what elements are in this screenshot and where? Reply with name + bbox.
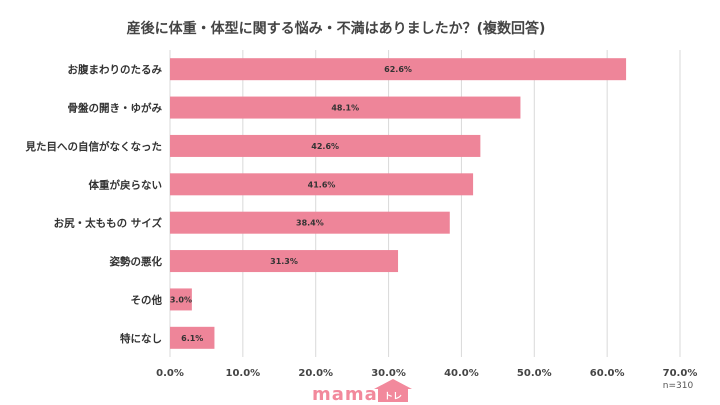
bar bbox=[170, 96, 521, 119]
data-label: 6.1% bbox=[181, 334, 203, 343]
bar bbox=[170, 211, 450, 234]
category-label: 骨盤の開き・ゆがみ bbox=[68, 102, 163, 115]
bar bbox=[170, 326, 215, 349]
sample-size-note: n=310 bbox=[663, 381, 694, 391]
data-label: 42.6% bbox=[311, 142, 339, 151]
category-label: お尻・太ももの サイズ bbox=[54, 217, 163, 230]
category-label: 特になし bbox=[120, 332, 162, 345]
bar bbox=[170, 250, 399, 273]
data-label: 41.6% bbox=[308, 180, 336, 189]
mama-tore-logo: mama トレ bbox=[312, 379, 412, 405]
data-label: 31.3% bbox=[270, 257, 298, 266]
bar bbox=[170, 58, 627, 81]
bar bbox=[170, 288, 192, 311]
data-label: 38.4% bbox=[296, 219, 324, 228]
bar bbox=[170, 134, 481, 157]
house-icon: トレ bbox=[374, 379, 412, 402]
bars bbox=[170, 58, 627, 349]
category-label: 見た目への自信がなくなった bbox=[25, 140, 163, 153]
x-tick-label: 40.0% bbox=[444, 368, 479, 379]
grid bbox=[169, 50, 681, 357]
category-label: 体重が戻らない bbox=[89, 178, 163, 191]
x-tick-label: 50.0% bbox=[517, 368, 552, 379]
x-tick-labels: 0.0% 10.0% 20.0% 30.0% 40.0% 50.0% 60.0% 70.0% bbox=[156, 368, 697, 379]
x-tick-label: 30.0% bbox=[371, 368, 406, 379]
x-tick-label: 60.0% bbox=[590, 368, 625, 379]
x-tick-label: 0.0% bbox=[156, 368, 184, 379]
chart-title: 産後に体重・体型に関する悩み・不満はありましたか？(複数回答) bbox=[127, 20, 546, 37]
category-labels: お腹まわりのたるみ骨盤の開き・ゆがみ見た目への自信がなくなった体重が戻らないお尻… bbox=[25, 63, 163, 345]
logo-text: mama bbox=[312, 384, 378, 405]
x-tick-label: 10.0% bbox=[226, 368, 261, 379]
data-label: 62.6% bbox=[384, 65, 412, 74]
data-labels: 62.6% 48.1% 42.6% 41.6% 38.4% 31.3% 3.0% 6.1% bbox=[170, 65, 412, 343]
category-label: お腹まわりのたるみ bbox=[68, 63, 163, 76]
bar bbox=[170, 173, 474, 196]
data-label: 3.0% bbox=[170, 295, 192, 304]
x-tick-label: 70.0% bbox=[663, 368, 698, 379]
x-tick-label: 20.0% bbox=[298, 368, 333, 379]
logo-accent-text: トレ bbox=[384, 391, 402, 402]
data-label: 48.1% bbox=[331, 104, 359, 113]
category-label: その他 bbox=[131, 293, 163, 306]
category-label: 姿勢の悪化 bbox=[110, 255, 163, 268]
